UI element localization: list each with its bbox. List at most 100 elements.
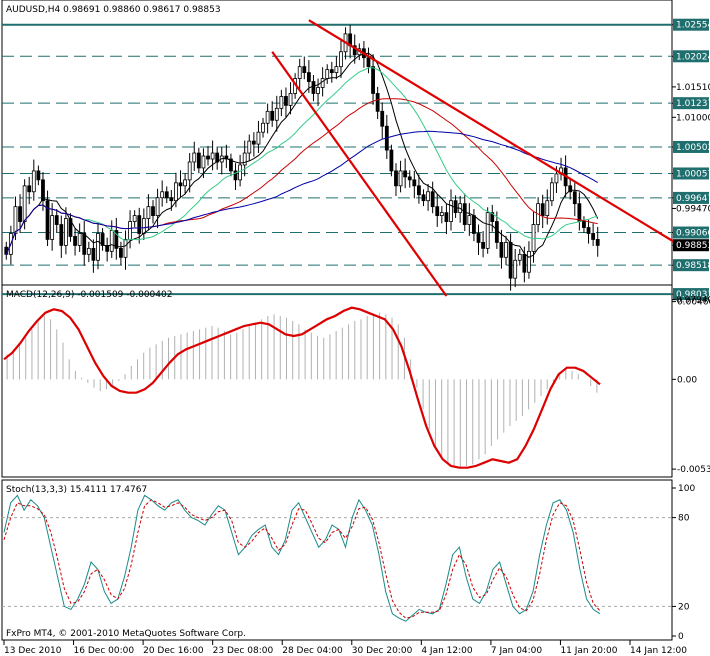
candle-body	[224, 155, 229, 160]
candle-body	[206, 155, 210, 160]
candle-body	[265, 110, 270, 124]
candle-body	[582, 221, 586, 228]
level-price-tag	[673, 18, 709, 31]
level-price-tag	[673, 191, 709, 204]
candle-body	[151, 206, 155, 217]
time-tick-label: 14 Jan 12:00	[630, 646, 687, 656]
candle-body	[242, 152, 247, 166]
candle-body	[306, 72, 311, 82]
candle-body	[187, 161, 192, 181]
candle-body	[352, 45, 357, 56]
price-tick-label: 1.01237	[676, 99, 710, 109]
current-price-tag	[673, 239, 709, 252]
candle-body	[59, 224, 64, 246]
time-tick-label: 7 Jan 04:00	[491, 646, 543, 656]
candle-body	[233, 170, 238, 181]
level-price-tag	[673, 259, 709, 272]
price-title: AUDUSD,H4 0.98691 0.98860 0.98617 0.9885…	[6, 5, 221, 15]
candle-body	[540, 203, 545, 217]
candle-body	[41, 179, 45, 202]
time-tick-label: 16 Dec 00:00	[74, 646, 135, 656]
price-tick-label: 1.02554	[676, 21, 710, 31]
candle-body	[256, 131, 261, 145]
axis-layer: 1.02554 1.02024 1.01510 1.01237 1.01000 1.005…	[3, 18, 710, 656]
price-tick-label: 0.98853	[676, 241, 710, 251]
candle-body	[288, 93, 293, 106]
price-pane	[1, 0, 673, 307]
candle-body	[380, 110, 385, 127]
candle-body	[394, 170, 398, 187]
level-price-tag	[673, 140, 709, 153]
candle-body	[577, 203, 582, 222]
candle-body	[132, 215, 137, 222]
price-tick-label: 1.00502	[676, 143, 710, 153]
candle-body	[472, 215, 476, 234]
candle-body	[50, 215, 55, 240]
candle-body	[146, 206, 151, 219]
time-tick-label: 30 Dec 20:00	[352, 646, 413, 656]
macd-title: MACD(12,26,9) -0.001509 -0.000402	[6, 290, 172, 300]
candle-body	[96, 233, 100, 261]
candle-body	[504, 242, 508, 258]
candle-body	[77, 233, 82, 246]
price-tick-label: 0.99647	[676, 194, 710, 204]
candle-body	[490, 212, 495, 222]
price-tick-label: 1.01000	[676, 113, 710, 123]
candle-body	[183, 179, 187, 187]
candle-body	[155, 197, 160, 217]
candle-body	[192, 152, 197, 163]
stoch-tick-label: 80	[678, 514, 690, 524]
candle-body	[467, 215, 472, 225]
stoch-tick-label: 100	[678, 484, 695, 494]
price-tick-label: 0.98033	[676, 290, 710, 300]
candle-body	[462, 203, 467, 225]
candle-body	[68, 218, 73, 237]
candle-body	[426, 191, 430, 202]
candle-body	[45, 200, 50, 240]
candle-body	[517, 253, 522, 261]
candle-body	[554, 173, 559, 184]
candle-body	[568, 185, 573, 193]
candle-body	[13, 206, 18, 234]
time-tick-label: 23 Dec 08:00	[213, 646, 274, 656]
candle-body	[123, 239, 128, 258]
candle-body	[114, 230, 119, 249]
candle-body	[421, 194, 426, 202]
candle-body	[476, 233, 481, 243]
macd-layer	[3, 306, 601, 469]
moving-average-line	[5, 130, 598, 255]
price-tick-label: 1.01510	[676, 83, 710, 93]
candle-body	[508, 242, 513, 279]
candle-body	[549, 182, 554, 202]
candle-body	[18, 206, 22, 222]
candle-body	[531, 224, 536, 252]
candle-body	[430, 191, 435, 208]
candle-body	[527, 250, 531, 273]
stoch-title: Stoch(13,3,3) 15.4111 17.4767	[6, 485, 147, 495]
candle-body	[119, 247, 123, 258]
candle-body	[178, 182, 183, 187]
candle-body	[274, 107, 279, 121]
stoch-signal-line	[3, 499, 601, 619]
price-tick-label: 0.99066	[676, 229, 710, 239]
time-tick-label: 4 Jan 12:00	[421, 646, 473, 656]
candle-body	[73, 236, 77, 246]
stoch-tick-label: 20	[678, 602, 690, 612]
candle-body	[270, 110, 275, 121]
candle-body	[371, 66, 375, 94]
macd-tick-label: 0.004664	[677, 298, 710, 308]
candle-body	[27, 185, 32, 193]
candle-body	[302, 66, 307, 74]
level-price-tag	[673, 50, 709, 63]
macd-tick-label: -0.005386	[677, 465, 710, 475]
candle-body	[91, 247, 96, 261]
candle-body	[499, 242, 504, 258]
candle-body	[109, 230, 114, 252]
macd-signal-line	[3, 306, 601, 469]
candle-body	[389, 149, 394, 172]
time-tick-label: 13 Dec 2010	[4, 646, 62, 656]
candle-body	[311, 81, 316, 94]
candle-body	[196, 152, 201, 169]
candle-body	[137, 215, 142, 234]
